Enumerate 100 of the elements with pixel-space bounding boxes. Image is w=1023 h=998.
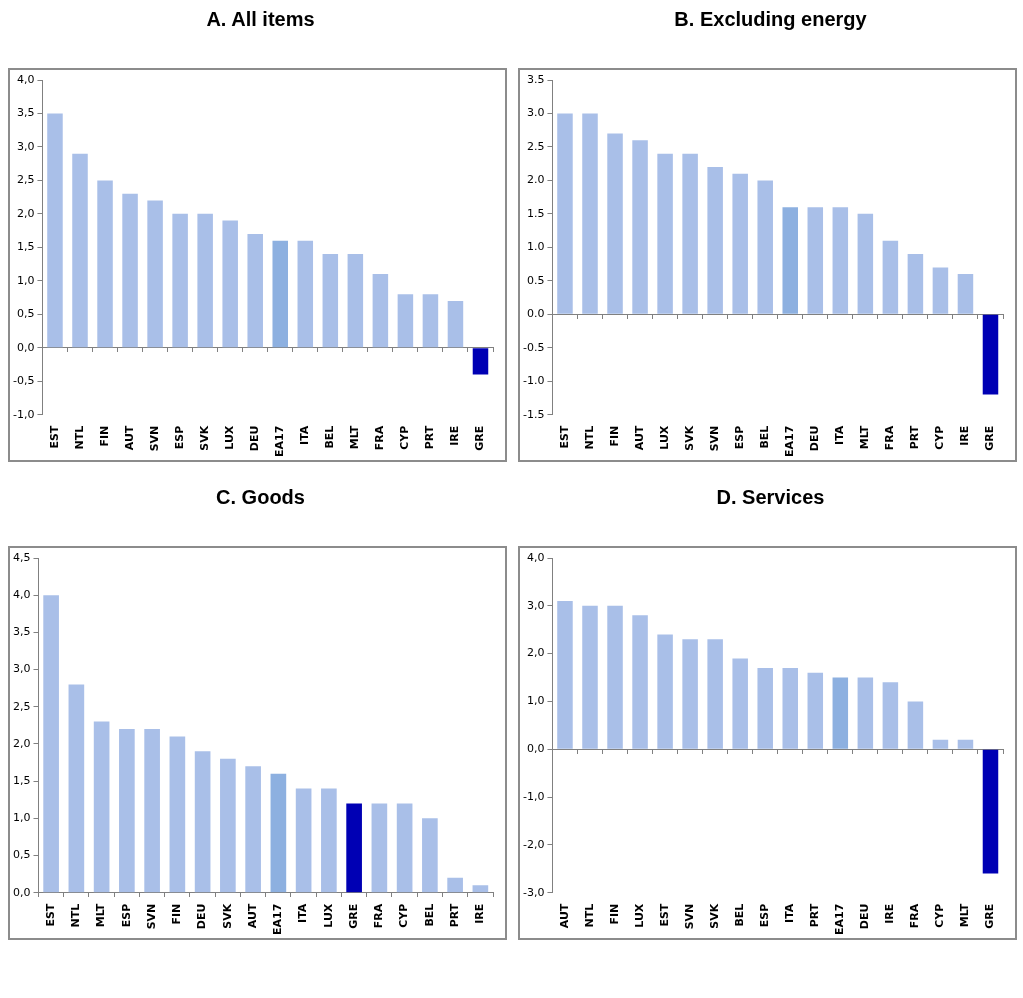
x-tick-label: SVK bbox=[220, 903, 234, 929]
x-tick-label: ESP bbox=[119, 903, 133, 928]
y-tick-label: -1.5 bbox=[522, 407, 545, 421]
y-tick-label: 1,5 bbox=[16, 240, 35, 254]
x-tick-label: DEU bbox=[858, 903, 872, 930]
x-tick-label: LUX bbox=[223, 425, 237, 450]
bar bbox=[682, 639, 698, 749]
x-tick-label: SVN bbox=[682, 903, 696, 930]
bar bbox=[557, 113, 573, 314]
chart-title: A. All items bbox=[205, 8, 316, 32]
x-tick-label: SVN bbox=[147, 425, 161, 452]
bar bbox=[371, 803, 388, 893]
bar bbox=[322, 254, 339, 348]
x-tick-label: EST bbox=[557, 425, 571, 449]
bar bbox=[346, 803, 362, 893]
y-tick-label: 0,5 bbox=[12, 848, 31, 862]
bar bbox=[372, 274, 389, 348]
x-tick-label: NTL bbox=[72, 425, 86, 450]
y-tick-label: 0,5 bbox=[16, 307, 35, 321]
x-tick-label: ITA bbox=[298, 425, 312, 445]
bar bbox=[657, 153, 673, 314]
x-tick-label: GRE bbox=[983, 425, 997, 451]
x-tick-label: BEL bbox=[758, 425, 772, 449]
x-tick-label: ESP bbox=[172, 425, 186, 450]
y-tick-label: 3,0 bbox=[16, 139, 35, 153]
x-tick-label: MLT bbox=[94, 903, 108, 928]
y-tick-label: 1.5 bbox=[526, 206, 545, 220]
y-tick-label: 4,5 bbox=[12, 550, 31, 564]
y-tick-label: 0.0 bbox=[526, 307, 545, 321]
y-tick-label: 3.5 bbox=[526, 72, 545, 86]
y-tick-label: -0.5 bbox=[522, 340, 545, 354]
x-tick-label: ITA bbox=[833, 425, 847, 445]
bar bbox=[557, 601, 573, 749]
bar bbox=[782, 207, 799, 314]
bar bbox=[197, 213, 213, 348]
x-tick-label: FIN bbox=[607, 903, 621, 925]
x-tick-label: CYP bbox=[397, 903, 411, 928]
bar bbox=[607, 605, 623, 749]
y-tick-label: 3.0 bbox=[526, 106, 545, 120]
y-tick-label: 2.0 bbox=[526, 173, 545, 187]
bar bbox=[295, 788, 312, 893]
bar bbox=[122, 193, 138, 348]
bar bbox=[270, 773, 287, 893]
x-tick-label: MLT bbox=[958, 903, 972, 928]
bar bbox=[472, 348, 489, 375]
bar bbox=[144, 729, 160, 893]
bar bbox=[47, 113, 63, 348]
bar bbox=[422, 818, 438, 893]
bar bbox=[397, 294, 414, 348]
bar bbox=[582, 605, 598, 749]
x-tick-label: EA17 bbox=[783, 425, 797, 458]
bar bbox=[247, 233, 263, 348]
y-tick-label: -1,0 bbox=[522, 789, 545, 803]
x-tick-label: MLT bbox=[348, 425, 362, 450]
bar bbox=[272, 240, 289, 348]
x-tick-label: NTL bbox=[69, 903, 83, 928]
bar bbox=[147, 200, 163, 348]
bar bbox=[447, 300, 464, 348]
bar bbox=[222, 220, 238, 348]
bar bbox=[169, 736, 186, 893]
bar bbox=[907, 701, 924, 749]
x-tick-label: FRA bbox=[373, 425, 387, 451]
y-tick-label: 4,0 bbox=[16, 72, 35, 86]
x-tick-label: GRE bbox=[346, 903, 360, 929]
bar bbox=[907, 254, 924, 314]
y-tick-label: 1,5 bbox=[12, 773, 31, 787]
bar bbox=[297, 240, 314, 348]
bar bbox=[957, 739, 974, 749]
x-tick-label: GRE bbox=[983, 903, 997, 929]
x-tick-label: MLT bbox=[858, 425, 872, 450]
bar bbox=[732, 658, 748, 749]
bar bbox=[447, 877, 463, 893]
y-tick-label: 3,5 bbox=[16, 106, 35, 120]
bar bbox=[172, 213, 188, 348]
x-tick-label: FRA bbox=[883, 425, 897, 451]
y-tick-label: 2,5 bbox=[16, 173, 35, 187]
bar bbox=[832, 207, 849, 314]
x-tick-label: DEU bbox=[248, 425, 262, 452]
y-tick-label: 2.5 bbox=[526, 139, 545, 153]
x-tick-label: CYP bbox=[933, 425, 947, 450]
x-tick-label: PRT bbox=[423, 425, 437, 450]
y-tick-label: 1,0 bbox=[12, 811, 31, 825]
x-tick-label: LUX bbox=[632, 903, 646, 928]
x-tick-label: EST bbox=[47, 425, 61, 449]
bar bbox=[220, 758, 236, 893]
bar bbox=[757, 667, 773, 749]
bar bbox=[682, 153, 698, 314]
bar bbox=[72, 153, 88, 348]
x-tick-label: EST bbox=[43, 903, 57, 927]
x-tick-label: SVK bbox=[708, 903, 722, 929]
x-tick-label: BEL bbox=[733, 903, 747, 927]
x-tick-label: EA17 bbox=[273, 425, 287, 458]
bar bbox=[732, 173, 748, 314]
y-tick-label: -0,5 bbox=[12, 374, 35, 388]
bar bbox=[932, 267, 949, 314]
x-tick-label: IRE bbox=[473, 903, 487, 924]
y-tick-label: 0,0 bbox=[16, 340, 35, 354]
y-tick-label: 2,0 bbox=[526, 646, 545, 660]
y-tick-label: 2,5 bbox=[12, 699, 31, 713]
x-tick-label: ESP bbox=[758, 903, 772, 928]
